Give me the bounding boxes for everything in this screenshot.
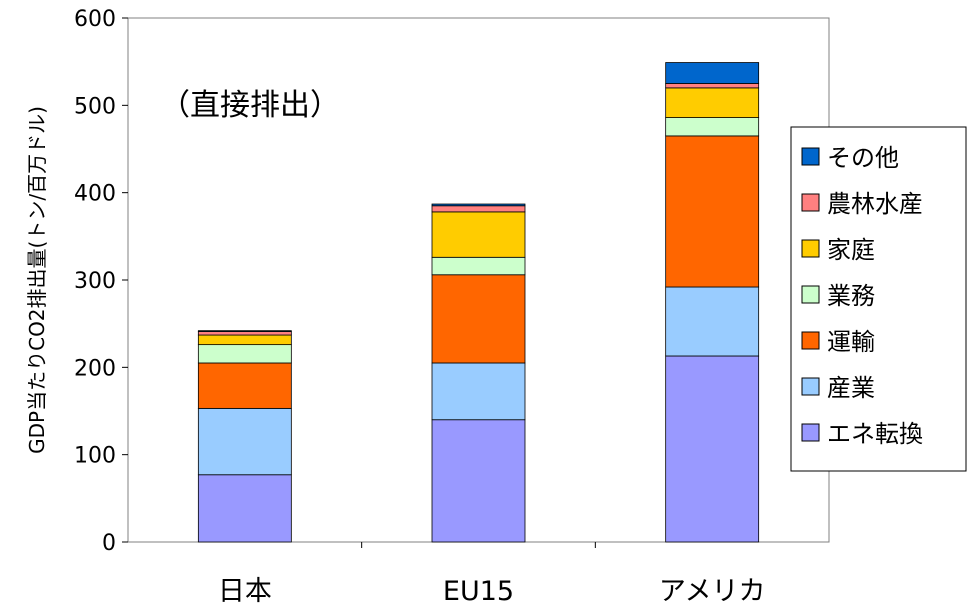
legend-label: 産業 (827, 374, 875, 402)
bar-segment (197, 407, 292, 476)
legend-label: 業務 (827, 282, 875, 310)
bar-segment (665, 62, 760, 84)
bar-segment (431, 362, 526, 421)
bar-segment (431, 256, 526, 276)
legend-swatch (801, 285, 820, 304)
bar-segment (431, 203, 526, 207)
y-axis-label: GDP当たりCO2排出量(トン/百万ドル) (25, 106, 49, 454)
bar-segment (197, 334, 292, 346)
y-tick-label: 100 (74, 444, 116, 469)
x-axis: 日本 EU15 アメリカ (218, 542, 766, 607)
legend-label: その他 (827, 144, 899, 172)
chart-annotation: （直接排出） (160, 88, 340, 123)
bar-segment (197, 474, 292, 543)
bar-segment (665, 355, 760, 543)
x-category-label: 日本 (218, 576, 272, 607)
bar-segment (665, 87, 760, 118)
x-category-label: EU15 (443, 576, 514, 607)
y-tick-label: 500 (74, 94, 116, 119)
bar-segment (665, 83, 760, 89)
bar-segment (665, 135, 760, 288)
bar-segment (431, 211, 526, 258)
legend-swatch (801, 423, 820, 442)
legend-label: エネ転換 (827, 420, 923, 448)
y-tick-label: 400 (74, 182, 116, 207)
y-tick-label: 0 (102, 531, 116, 556)
legend-box (790, 126, 967, 472)
x-category-label: アメリカ (659, 576, 766, 607)
bar-segment (197, 362, 292, 409)
legend-label: 運輸 (827, 328, 875, 356)
legend-swatch (801, 377, 820, 396)
legend-swatch (801, 193, 820, 212)
bars-group (197, 62, 760, 543)
legend-label: 農林水産 (827, 190, 923, 218)
y-tick-label: 200 (74, 356, 116, 381)
legend-swatch (801, 147, 820, 166)
legend-swatch (801, 331, 820, 350)
y-tick-label: 300 (74, 269, 116, 294)
y-axis: 0 100 200 300 400 500 600 (74, 7, 128, 556)
bar-segment (197, 331, 292, 336)
bar-segment (665, 286, 760, 357)
y-tick-label: 600 (74, 7, 116, 32)
bar-segment (197, 344, 292, 364)
bar-segment (665, 117, 760, 137)
bar-segment (431, 205, 526, 213)
bar-segment (431, 419, 526, 543)
legend-swatch (801, 239, 820, 258)
legend-label: 家庭 (827, 236, 875, 264)
bar-segment (197, 330, 292, 332)
bar-segment (431, 274, 526, 364)
